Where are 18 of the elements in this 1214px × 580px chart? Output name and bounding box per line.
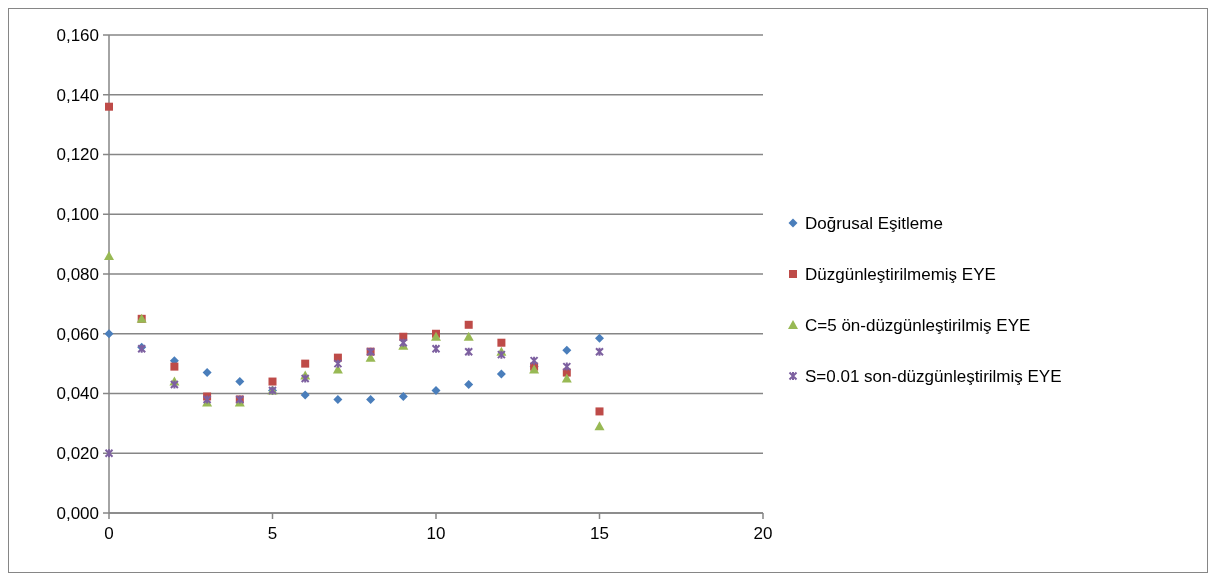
legend-label: Düzgünleştirilmemiş EYE (805, 264, 996, 284)
legend-label: C=5 ön-düzgünleştirilmiş EYE (805, 315, 1031, 335)
x-tick-label: 10 (426, 524, 446, 543)
legend-label: S=0.01 son-düzgünleştirilmiş EYE (805, 366, 1062, 386)
y-tick-label: 0,060 (56, 324, 99, 344)
legend-label: Doğrusal Eşitleme (805, 213, 943, 233)
y-tick-label: 0,040 (56, 384, 99, 404)
y-tick-label: 0,000 (56, 503, 99, 523)
y-tick-label: 0,100 (56, 205, 99, 225)
y-tick-label: 0,120 (56, 145, 99, 165)
x-tick-label: 0 (104, 524, 114, 543)
x-tick-label: 20 (753, 524, 773, 543)
y-tick-label: 0,080 (56, 264, 99, 284)
y-tick-label: 0,020 (56, 444, 99, 464)
x-tick-label: 5 (267, 524, 278, 543)
y-tick-label: 0,160 (56, 25, 99, 45)
y-tick-label: 0,140 (56, 85, 99, 105)
x-tick-label: 15 (590, 524, 609, 543)
